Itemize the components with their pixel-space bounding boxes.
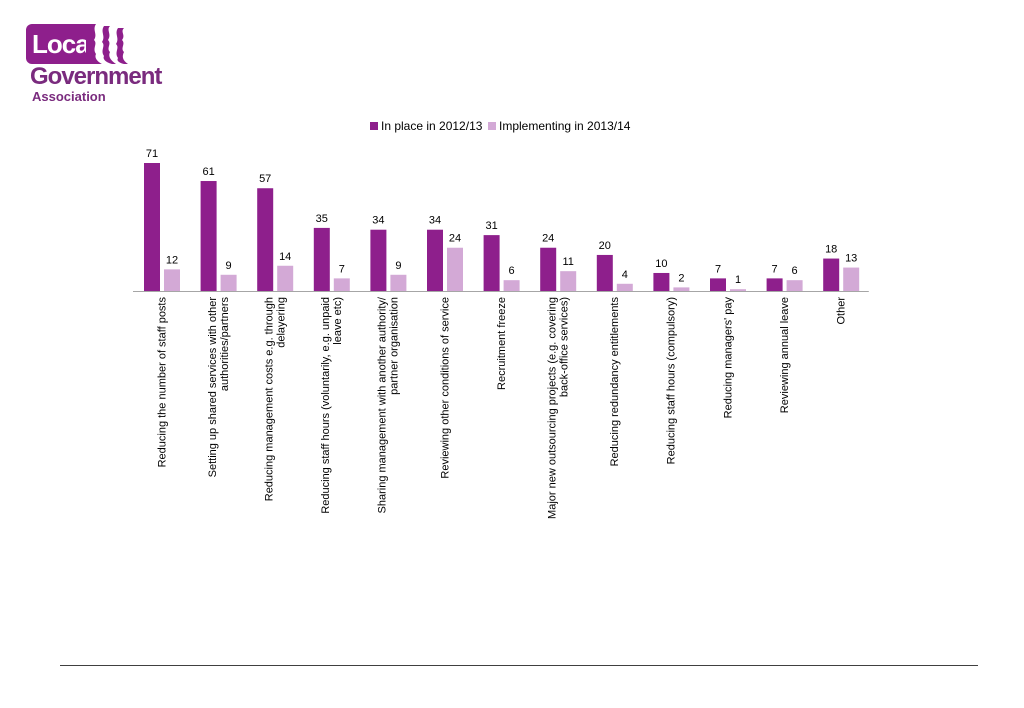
x-tick-label-7: Recruitment freeze — [496, 297, 508, 390]
data-label-implementing-6: 24 — [449, 233, 461, 245]
data-label-implementing-7: 6 — [509, 265, 515, 277]
x-tick-label-5: Sharing management with another authorit… — [377, 296, 401, 513]
bar-implementing-2 — [220, 274, 237, 291]
logo-line-local: Local — [32, 29, 96, 59]
bar-in-place-1 — [144, 163, 160, 291]
data-label-in-place-6: 34 — [429, 215, 441, 227]
data-label-implementing-11: 1 — [735, 274, 741, 286]
bar-implementing-6 — [447, 247, 463, 291]
logo-line-government: Government — [30, 63, 162, 90]
data-label-implementing-5: 9 — [395, 260, 401, 272]
data-label-in-place-11: 7 — [715, 263, 721, 275]
bar-implementing-7 — [503, 280, 520, 291]
bar-implementing-8 — [560, 271, 577, 291]
bar-in-place-12 — [766, 278, 783, 291]
bar-implementing-11 — [730, 289, 746, 291]
x-axis-labels: Reducing the number of staff posts Settin… — [156, 296, 847, 519]
bar-in-place-10 — [653, 272, 670, 291]
data-label-in-place-13: 18 — [825, 244, 837, 256]
bar-in-place-2 — [200, 181, 217, 291]
legend-swatch-2 — [488, 122, 496, 130]
x-tick-label-9: Reducing redundancy entitlements — [609, 297, 621, 467]
bar-in-place-9 — [596, 254, 613, 291]
faces-icon — [86, 24, 128, 64]
logo-line-association: Association — [32, 89, 106, 104]
data-label-in-place-7: 31 — [485, 220, 497, 232]
bar-in-place-4 — [313, 227, 330, 291]
bar-in-place-13 — [823, 258, 840, 291]
logo-badge: Local — [26, 24, 96, 64]
x-tick-label-10: Reducing staff hours (compulsory) — [666, 297, 678, 464]
data-label-in-place-9: 20 — [599, 240, 611, 252]
data-label-in-place-4: 35 — [316, 213, 328, 225]
bar-implementing-9 — [616, 283, 633, 291]
footer-divider — [60, 665, 978, 666]
x-tick-label-12: Reviewing annual leave — [779, 297, 791, 413]
bar-in-place-6 — [427, 229, 443, 291]
bar-implementing-4 — [333, 278, 350, 291]
legend-label-2: Implementing in 2013/14 — [499, 119, 631, 133]
x-tick-label-1: Reducing the number of staff posts — [156, 297, 168, 468]
bar-in-place-11 — [710, 278, 726, 291]
bar-in-place-7 — [483, 235, 500, 291]
x-tick-label-4: Reducing staff hours (voluntarily, e.g. … — [320, 297, 344, 514]
data-label-in-place-10: 10 — [655, 258, 667, 270]
bar-implementing-10 — [673, 287, 690, 291]
bar-implementing-12 — [786, 280, 803, 291]
data-label-implementing-12: 6 — [792, 265, 798, 277]
data-label-implementing-1: 12 — [166, 254, 178, 266]
x-tick-label-6: Reviewing other conditions of service — [439, 297, 451, 479]
data-label-in-place-12: 7 — [772, 263, 778, 275]
x-tick-label-11: Reducing managers' pay — [722, 297, 734, 419]
x-tick-label-2: Setting up shared services with otheraut… — [207, 297, 231, 478]
data-label-in-place-2: 61 — [202, 166, 214, 178]
data-label-in-place-1: 71 — [146, 148, 158, 160]
bar-implementing-13 — [843, 267, 860, 291]
data-label-implementing-3: 14 — [279, 251, 291, 263]
bar-implementing-3 — [277, 265, 294, 291]
data-label-in-place-5: 34 — [372, 215, 384, 227]
data-label-implementing-4: 7 — [339, 263, 345, 275]
data-label-implementing-8: 11 — [562, 256, 573, 268]
x-tick-label-3: Reducing management costs e.g. throughde… — [264, 297, 288, 501]
data-label-implementing-10: 2 — [678, 272, 684, 284]
legend-label-1: In place in 2012/13 — [381, 119, 483, 133]
data-label-in-place-3: 57 — [259, 173, 271, 185]
data-label-implementing-9: 4 — [622, 269, 628, 281]
data-label-in-place-8: 24 — [542, 233, 554, 245]
bar-in-place-3 — [257, 188, 274, 291]
x-tick-label-8: Major new outsourcing projects (e.g. cov… — [547, 297, 571, 519]
bar-implementing-1 — [164, 269, 180, 291]
data-label-implementing-2: 9 — [226, 260, 232, 272]
bar-in-place-5 — [370, 229, 387, 291]
bar-implementing-5 — [390, 274, 407, 291]
x-tick-label-13: Other — [836, 297, 848, 325]
legend-swatch-1 — [370, 122, 378, 130]
bar-in-place-8 — [540, 247, 557, 291]
chart-legend: In place in 2012/13 Implementing in 2013/… — [370, 119, 631, 133]
lga-logo: Local Government Association — [26, 24, 166, 106]
data-label-implementing-13: 13 — [845, 253, 857, 265]
